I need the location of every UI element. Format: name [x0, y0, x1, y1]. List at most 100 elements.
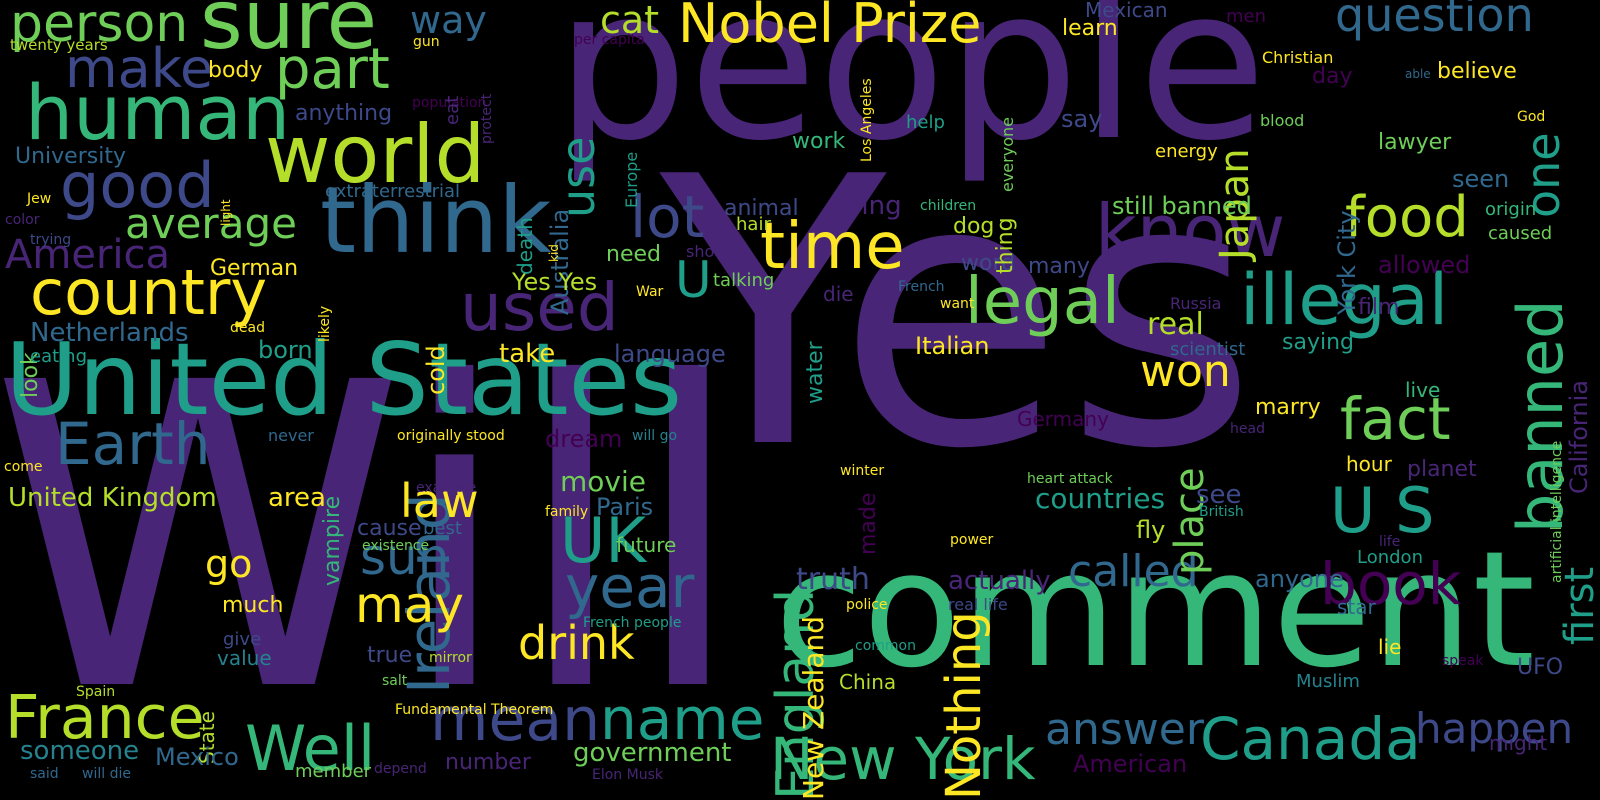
word-cloud-word: blood	[1260, 111, 1305, 130]
word-cloud-word: member	[295, 761, 372, 782]
word-cloud-word: America	[5, 232, 170, 278]
word-cloud-word: color	[5, 212, 40, 228]
word-cloud-word: word	[961, 251, 1016, 276]
word-cloud-word: eating	[30, 346, 87, 367]
word-cloud-word: York City	[1333, 210, 1361, 315]
word-cloud-word: planet	[1407, 457, 1477, 482]
word-cloud-word: never	[268, 426, 314, 445]
word-cloud-word: lot	[630, 183, 705, 251]
word-cloud-word: heart attack	[1027, 471, 1113, 487]
word-cloud-word: example	[416, 480, 477, 496]
word-cloud-word: real	[1147, 307, 1204, 342]
word-cloud-word: Netherlands	[30, 318, 189, 348]
word-cloud-word: France	[5, 683, 205, 753]
word-cloud-word: Russia	[1170, 294, 1222, 313]
word-cloud-word: truth	[796, 562, 870, 597]
word-cloud-word: everyone	[998, 116, 1017, 192]
word-cloud-word: French people	[583, 615, 682, 631]
word-cloud-word: cold	[422, 344, 450, 395]
word-cloud-word: say	[1061, 105, 1103, 133]
word-cloud-word: first	[1557, 566, 1600, 645]
word-cloud-word: artificial intelligence	[1549, 440, 1565, 584]
word-cloud-word: called	[1068, 546, 1199, 597]
word-cloud-word: legal	[965, 265, 1120, 339]
word-cloud-word: God	[1517, 109, 1546, 125]
word-cloud-word: animal	[724, 196, 799, 221]
word-cloud-word: dog	[953, 214, 995, 239]
word-cloud-word: going	[829, 191, 902, 221]
word-cloud-word: mean	[430, 685, 601, 755]
word-cloud-word: fly	[1136, 516, 1166, 544]
word-cloud-word: marry	[1255, 395, 1321, 420]
word-cloud-word: anything	[295, 101, 393, 126]
word-cloud-word: body	[208, 58, 263, 83]
word-cloud-word: depend	[374, 761, 427, 777]
word-cloud-word: London	[1357, 547, 1423, 568]
word-cloud-word: originally stood	[397, 428, 505, 444]
word-cloud-word: American	[1073, 750, 1188, 778]
word-cloud-word: movie	[560, 465, 646, 498]
word-cloud-word: fact	[1340, 385, 1451, 453]
word-cloud-word: New York	[770, 725, 1036, 793]
word-cloud-word: population	[412, 95, 487, 111]
word-cloud-word: gun	[413, 34, 440, 50]
word-cloud-word: University	[15, 144, 126, 169]
word-cloud-word: Elon Musk	[592, 767, 663, 783]
word-cloud-word: thing	[993, 217, 1018, 274]
word-cloud-word: German	[210, 256, 299, 281]
word-cloud-word: Nobel Prize	[678, 0, 982, 55]
word-cloud-word: War	[636, 284, 664, 300]
word-cloud-word: believe	[1437, 59, 1517, 84]
word-cloud-word: Earth	[55, 410, 211, 478]
word-cloud-word: mirror	[429, 650, 472, 666]
word-cloud-word: dream	[545, 425, 623, 453]
word-cloud-word: French	[898, 279, 945, 295]
word-cloud-word: Canada	[1200, 705, 1421, 773]
word-cloud-word: seen	[1452, 165, 1510, 193]
word-cloud-word: energy	[1155, 141, 1218, 162]
word-cloud-word: true	[367, 643, 413, 668]
word-cloud-word: work	[792, 129, 846, 154]
word-cloud-word: power	[950, 532, 994, 548]
word-cloud-word: future	[616, 533, 677, 557]
word-cloud-word: day	[1312, 64, 1353, 89]
word-cloud-word: give	[223, 629, 262, 650]
word-cloud-word: Well	[245, 712, 376, 785]
word-cloud-word: California	[1565, 380, 1593, 494]
word-cloud-word: Fundamental Theorem	[395, 702, 554, 718]
word-cloud-word: time	[760, 210, 905, 284]
word-cloud-word: Yes Yes	[512, 268, 598, 296]
word-cloud-word: vampire	[320, 496, 345, 587]
word-cloud-word: UK	[560, 504, 647, 577]
word-cloud-word: won	[1140, 346, 1231, 397]
word-cloud-word: real life	[948, 595, 1008, 614]
word-cloud-word: might	[1489, 731, 1548, 755]
word-cloud-word: Will	[0, 295, 747, 784]
word-cloud-word: cat	[600, 0, 660, 42]
word-cloud-word: Mexico	[155, 743, 239, 771]
word-cloud-word: know	[1095, 189, 1286, 273]
word-cloud-word: learn	[1062, 16, 1118, 41]
word-cloud-word: answer	[1045, 704, 1204, 755]
word-cloud-word: said	[30, 766, 59, 782]
word-cloud-word: trying	[30, 232, 72, 248]
word-cloud-word: UFO	[1517, 655, 1564, 680]
word-cloud-word: twenty years	[10, 36, 108, 54]
word-cloud-word: drink	[518, 616, 635, 670]
word-cloud-word: way	[410, 0, 487, 42]
word-cloud-word: life	[1379, 534, 1401, 550]
word-cloud-word: existence	[362, 538, 430, 554]
word-cloud-word: protect	[479, 93, 495, 144]
word-cloud-word: best	[423, 518, 462, 539]
word-cloud-word: China	[839, 670, 897, 694]
word-cloud-word: live	[1405, 378, 1441, 402]
word-cloud-word: U S	[1330, 474, 1435, 547]
word-cloud-word: illegal	[1240, 259, 1449, 341]
word-cloud-word: caused	[1488, 223, 1553, 244]
word-cloud-word: law	[400, 474, 479, 528]
word-cloud-word: able	[1405, 67, 1431, 81]
word-cloud-word: country	[30, 256, 268, 329]
word-cloud-word: Europe	[622, 151, 641, 208]
word-cloud-word: part	[275, 37, 390, 102]
